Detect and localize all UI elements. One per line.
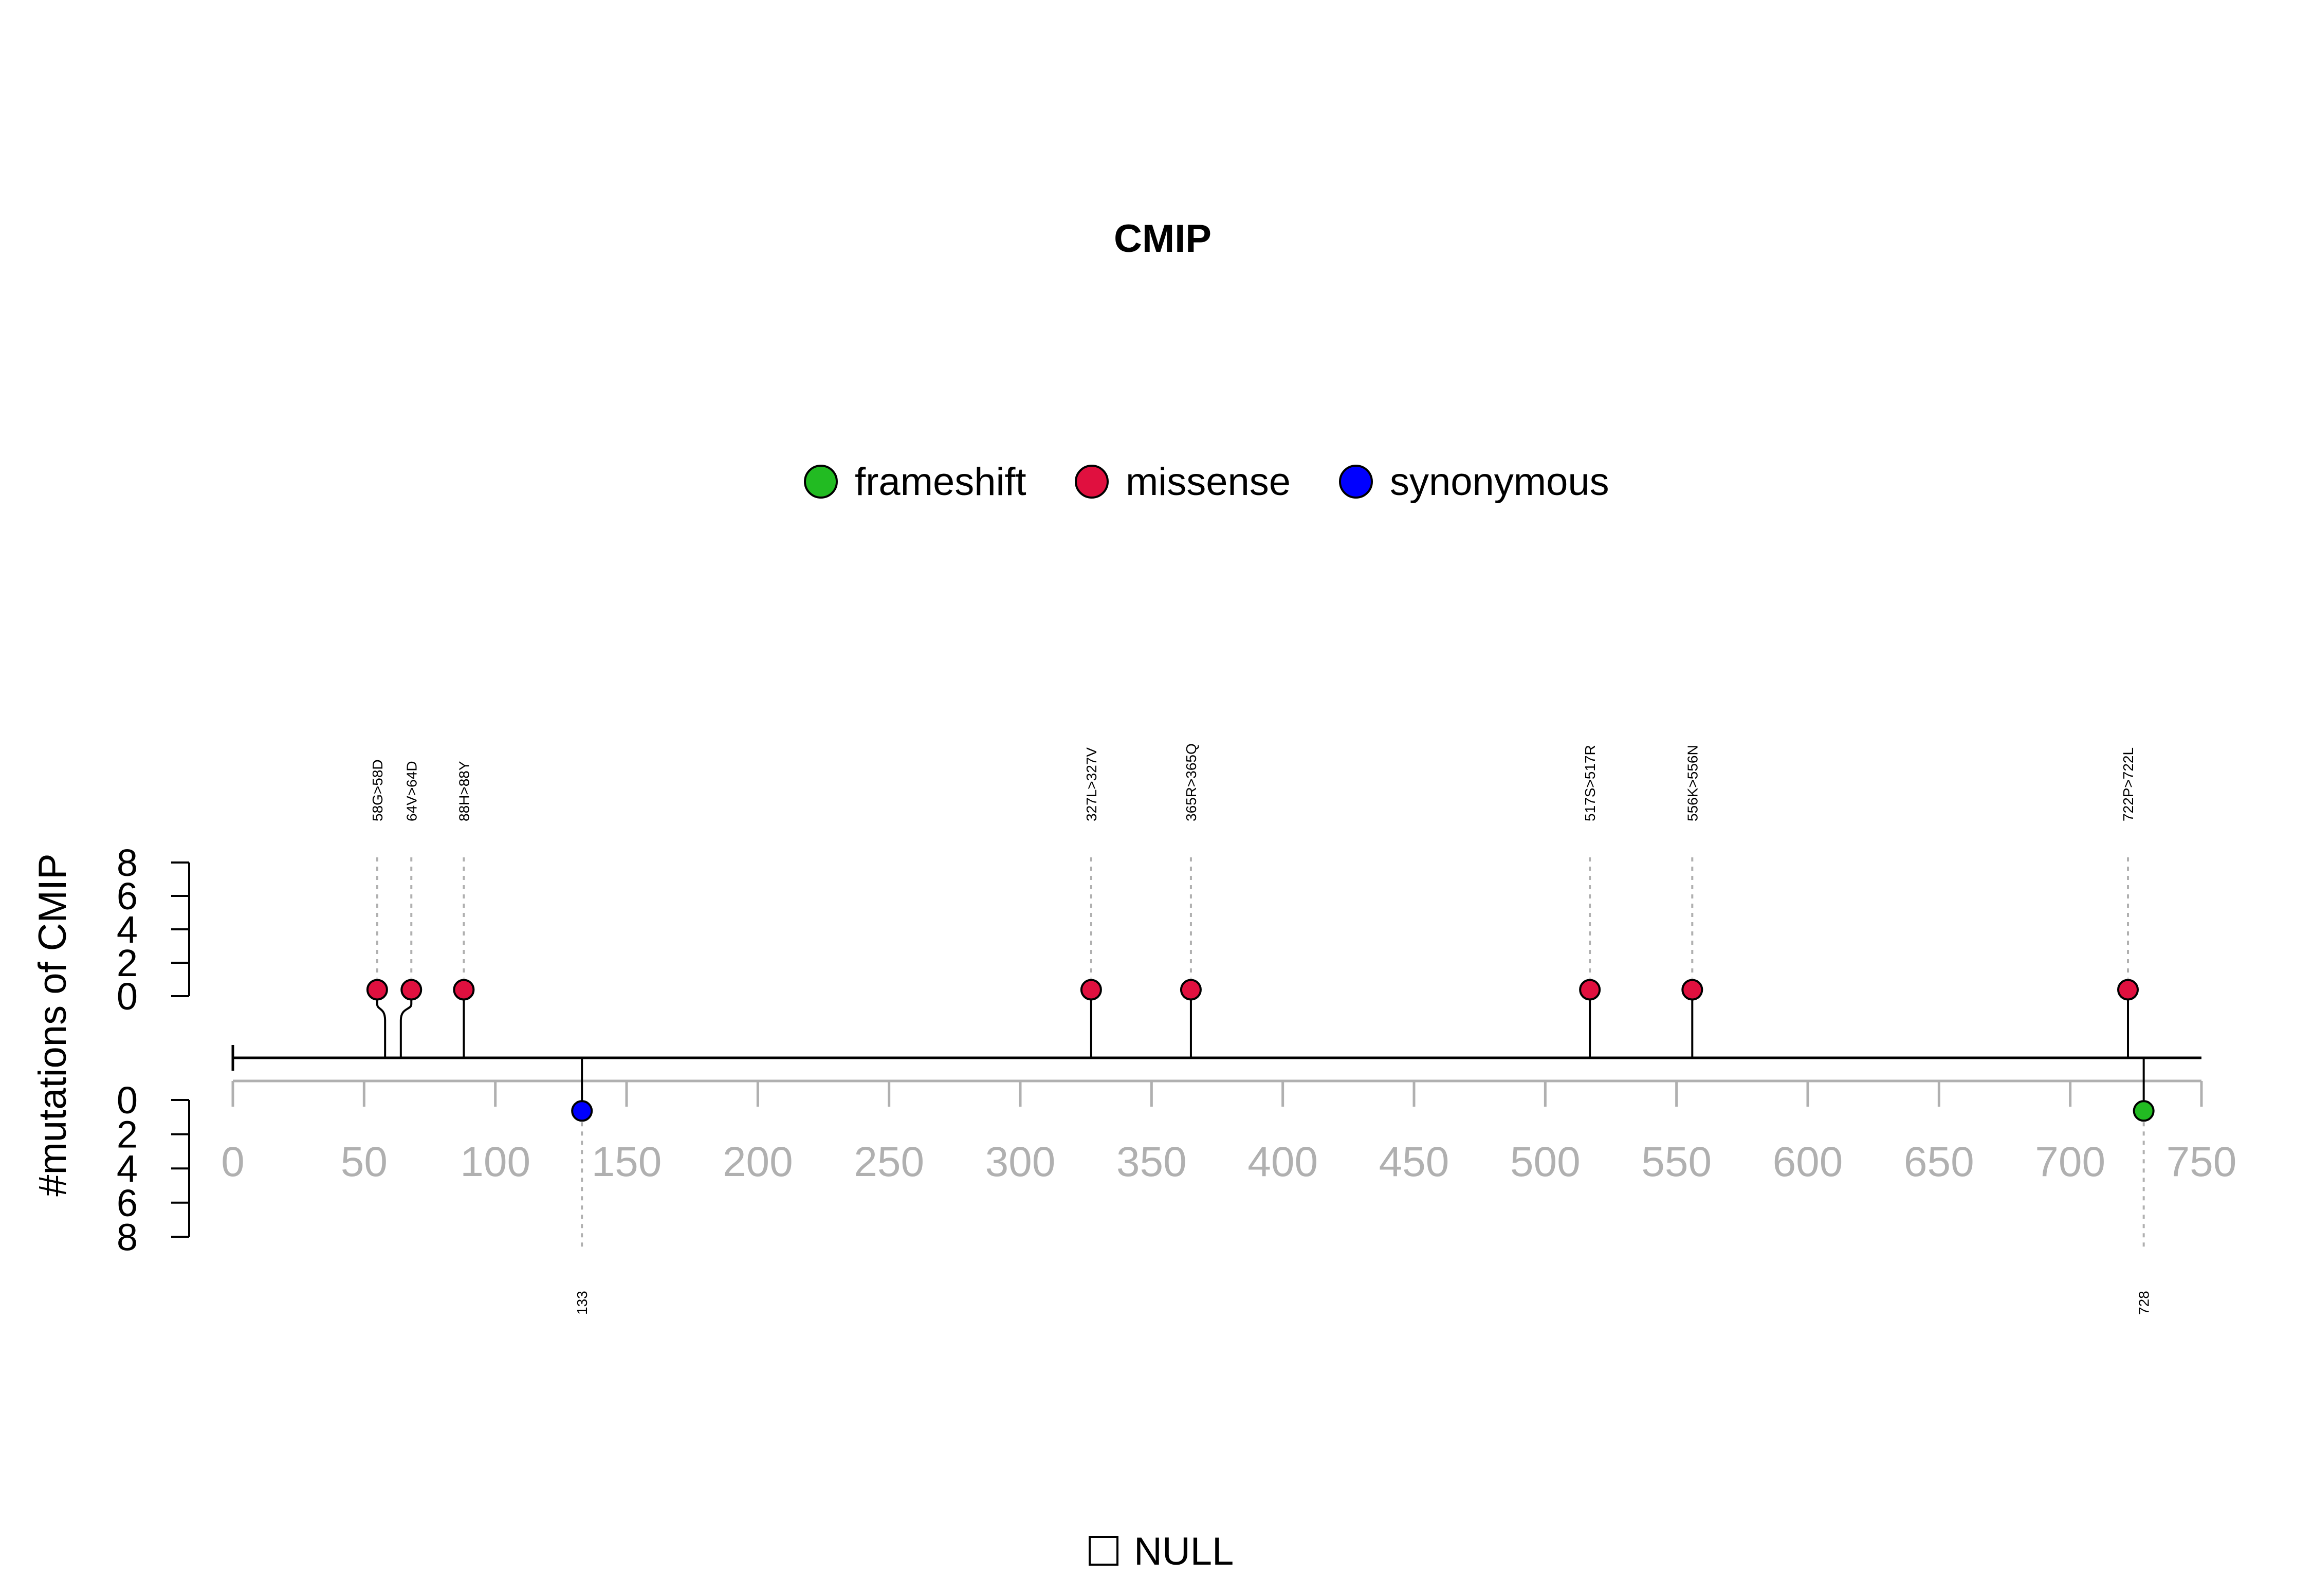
mutation-point-88: [453, 979, 475, 1001]
y-tick-label-bottom-8: 8: [117, 1216, 138, 1258]
mutation-label-722: 722P>722L: [2120, 747, 2136, 821]
x-tick-label-550: 550: [1641, 1139, 1712, 1185]
y-tick-label-top-0: 0: [117, 975, 138, 1018]
x-tick-label-750: 750: [2167, 1139, 2237, 1185]
mutation-label-365: 365R>365Q: [1183, 743, 1199, 821]
x-tick-label-200: 200: [723, 1139, 793, 1185]
x-tick-label-600: 600: [1773, 1139, 1843, 1185]
x-tick-label-500: 500: [1510, 1139, 1581, 1185]
x-tick-label-0: 0: [221, 1139, 245, 1185]
mutation-point-133: [571, 1100, 593, 1122]
mutation-point-722: [2117, 979, 2139, 1001]
y-tick-label-bottom-2: 2: [117, 1113, 138, 1156]
y-tick-label-bottom-6: 6: [117, 1182, 138, 1224]
mutation-label-556: 556K>556N: [1684, 745, 1700, 821]
mutation-point-64: [400, 979, 423, 1001]
mutation-stem-top-58: [376, 989, 387, 1058]
x-tick-label-300: 300: [985, 1139, 1056, 1185]
x-tick-label-400: 400: [1247, 1139, 1318, 1185]
mutation-point-517: [1579, 979, 1601, 1001]
mutation-point-58: [366, 979, 388, 1001]
x-tick-label-100: 100: [460, 1139, 530, 1185]
mutation-point-728: [2133, 1100, 2155, 1122]
x-tick-label-350: 350: [1116, 1139, 1187, 1185]
y-tick-label-bottom-4: 4: [117, 1147, 138, 1190]
y-tick-label-top-6: 6: [117, 875, 138, 918]
y-axis-label: #mutations of CMIP: [31, 853, 75, 1196]
domain-legend-box-0: [1089, 1536, 1118, 1566]
legend-label-frameshift: frameshift: [855, 460, 1026, 504]
legend-marker-synonymous: [1339, 465, 1373, 499]
y-tick-label-top-4: 4: [117, 908, 138, 951]
y-tick-label-bottom-0: 0: [117, 1079, 138, 1122]
legend-marker-frameshift: [804, 465, 838, 499]
y-tick-label-top-8: 8: [117, 841, 138, 884]
legend-marker-missense: [1075, 465, 1109, 499]
x-tick-label-650: 650: [1904, 1139, 1974, 1185]
mutation-point-556: [1681, 979, 1703, 1001]
x-tick-label-50: 50: [341, 1139, 388, 1185]
domain-legend-label-0: NULL: [1134, 1530, 1234, 1573]
mutation-stem-top-64: [399, 989, 413, 1058]
mutation-label-64: 64V>64D: [403, 761, 419, 821]
x-tick-label-450: 450: [1379, 1139, 1449, 1185]
mutation-label-327: 327L>327V: [1084, 747, 1099, 821]
chart-title: CMIP: [1114, 217, 1211, 261]
legend-label-missense: missense: [1126, 460, 1291, 504]
x-tick-label-250: 250: [854, 1139, 924, 1185]
mutation-label-133: 133: [574, 1291, 590, 1315]
mutation-label-58: 58G>58D: [370, 759, 386, 821]
mutation-label-728: 728: [2136, 1291, 2152, 1315]
x-tick-label-150: 150: [592, 1139, 662, 1185]
mutation-label-88: 88H>88Y: [456, 761, 472, 821]
y-tick-label-top-2: 2: [117, 942, 138, 984]
x-tick-label-700: 700: [2035, 1139, 2105, 1185]
mutation-label-517: 517S>517R: [1582, 745, 1598, 821]
legend-label-synonymous: synonymous: [1390, 460, 1609, 504]
mutation-point-365: [1180, 979, 1202, 1001]
mutation-point-327: [1080, 979, 1102, 1001]
